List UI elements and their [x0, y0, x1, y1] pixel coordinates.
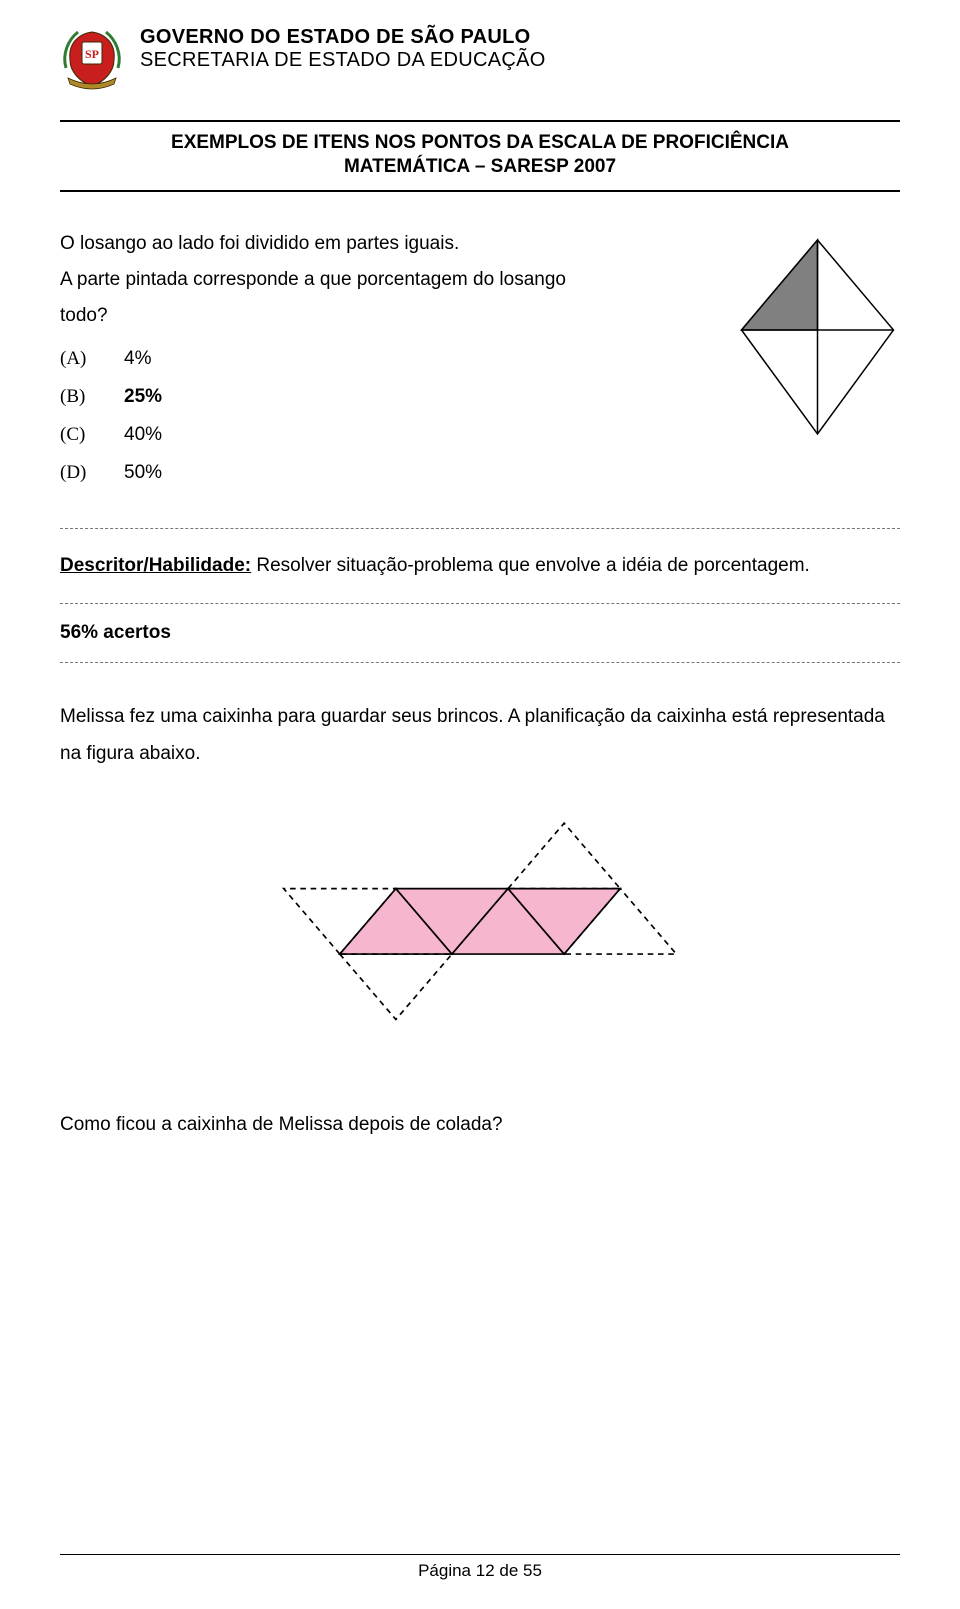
svg-text:SP: SP	[85, 47, 99, 61]
section-title-bar: EXEMPLOS DE ITENS NOS PONTOS DA ESCALA D…	[60, 120, 900, 192]
banner-line-1: EXEMPLOS DE ITENS NOS PONTOS DA ESCALA D…	[60, 132, 900, 154]
question1-block: O losango ao lado foi dividido em partes…	[60, 226, 900, 492]
dashed-separator	[60, 662, 900, 663]
state-crest-icon: SP	[60, 20, 124, 92]
option-b-value: 25%	[124, 378, 162, 416]
acertos-text: 56% acertos	[60, 622, 900, 644]
net-figure-wrap	[60, 796, 900, 1061]
descriptor-text: Resolver situação-problema que envolve a…	[256, 555, 809, 576]
descriptor-label: Descritor/Habilidade:	[60, 555, 251, 576]
page-footer: Página 12 de 55	[60, 1554, 900, 1581]
option-a-value: 4%	[124, 340, 151, 378]
q1-line3: todo?	[60, 298, 715, 334]
octahedron-net-diagram	[265, 796, 695, 1056]
q1-line2: A parte pintada corresponde a que porcen…	[60, 262, 715, 298]
option-c-label: (C)	[60, 416, 96, 454]
option-d: (D) 50%	[60, 454, 715, 492]
page-number: Página 12 de 55	[418, 1561, 542, 1580]
option-a: (A) 4%	[60, 340, 715, 378]
question3-text: Como ficou a caixinha de Melissa depois …	[60, 1107, 900, 1143]
banner-line-2: MATEMÁTICA – SARESP 2007	[60, 156, 900, 178]
option-b-label: (B)	[60, 378, 96, 416]
dashed-separator	[60, 603, 900, 604]
descriptor-block: Descritor/Habilidade: Resolver situação-…	[60, 549, 900, 583]
page-header: SP GOVERNO DO ESTADO DE SÃO PAULO SECRET…	[60, 20, 900, 92]
gov-title: GOVERNO DO ESTADO DE SÃO PAULO	[140, 26, 546, 49]
option-c-value: 40%	[124, 416, 162, 454]
option-c: (C) 40%	[60, 416, 715, 454]
option-b: (B) 25%	[60, 378, 715, 416]
q1-options: (A) 4% (B) 25% (C) 40% (D) 50%	[60, 340, 715, 492]
q1-line1: O losango ao lado foi dividido em partes…	[60, 226, 715, 262]
gov-text-block: GOVERNO DO ESTADO DE SÃO PAULO SECRETARI…	[140, 20, 546, 72]
question2-text: Melissa fez uma caixinha para guardar se…	[60, 699, 900, 771]
option-d-label: (D)	[60, 454, 96, 492]
losango-diagram	[735, 232, 900, 442]
dashed-separator	[60, 528, 900, 529]
gov-subtitle: SECRETARIA DE ESTADO DA EDUCAÇÃO	[140, 49, 546, 72]
option-a-label: (A)	[60, 340, 96, 378]
question1-text: O losango ao lado foi dividido em partes…	[60, 226, 735, 492]
option-d-value: 50%	[124, 454, 162, 492]
